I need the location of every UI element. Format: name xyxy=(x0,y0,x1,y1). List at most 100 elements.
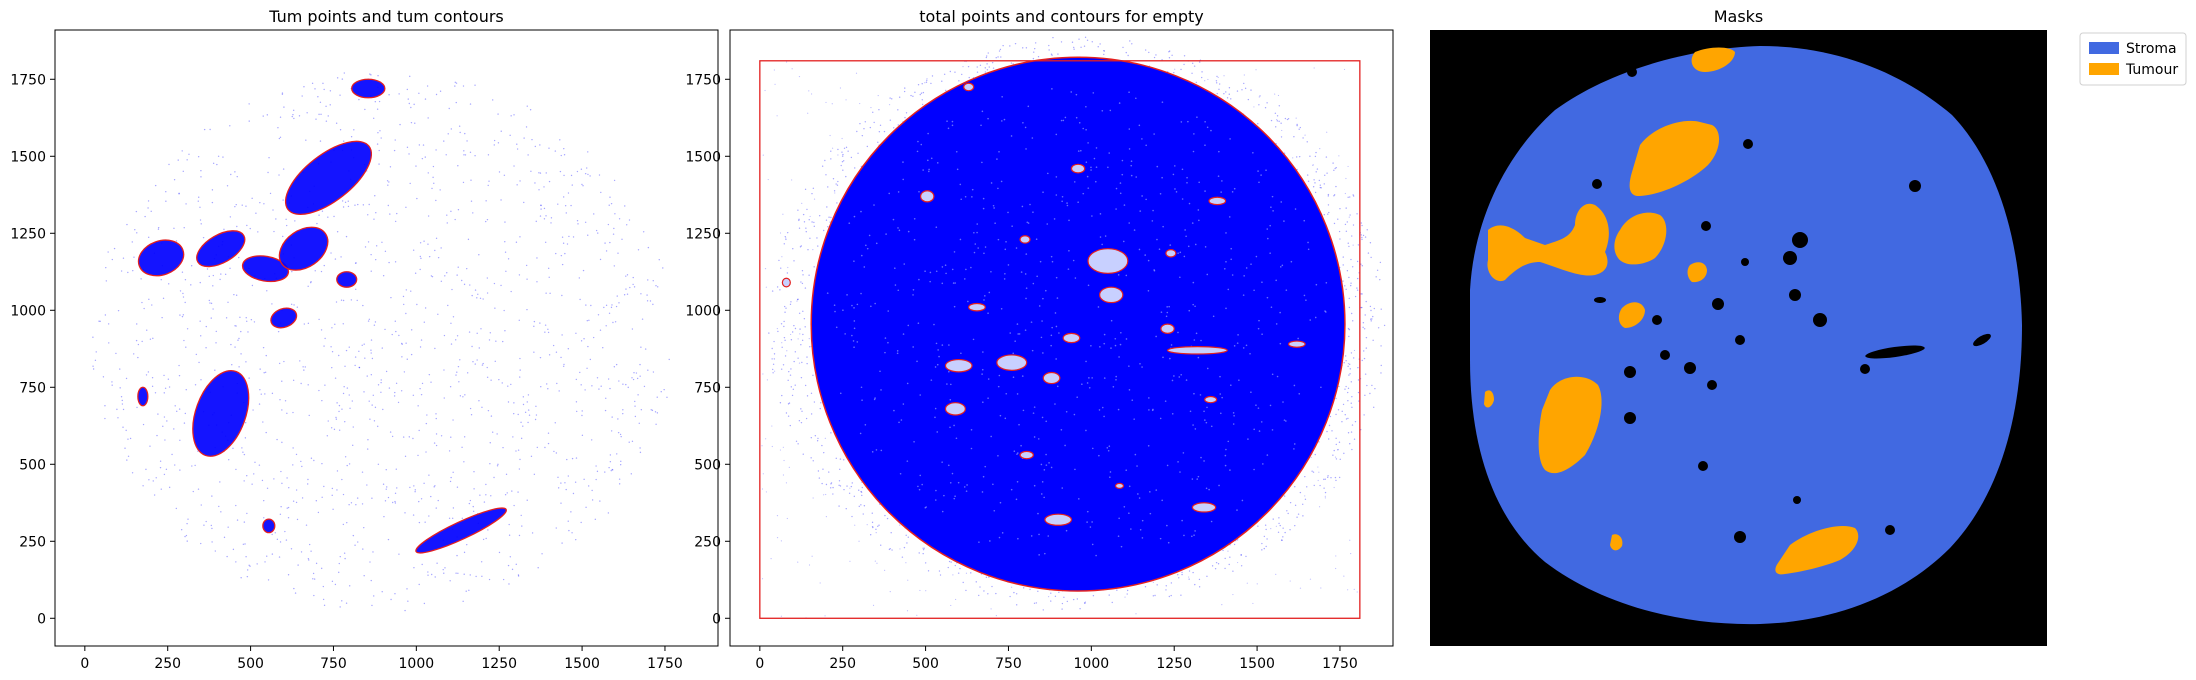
sparse-point xyxy=(1152,581,1154,583)
halo-point xyxy=(1372,339,1374,342)
sparse-point xyxy=(198,196,200,198)
sparse-point xyxy=(266,487,269,490)
texture-point xyxy=(981,110,984,113)
sparse-point xyxy=(1347,165,1349,168)
texture-point xyxy=(957,481,960,484)
halo-point xyxy=(1165,589,1167,591)
sparse-point xyxy=(259,388,261,391)
sparse-point xyxy=(233,293,235,296)
halo-point xyxy=(1347,365,1349,368)
sparse-point xyxy=(609,387,611,390)
halo-point xyxy=(780,368,783,370)
sparse-point xyxy=(323,485,325,488)
texture-point xyxy=(851,304,853,307)
texture-point xyxy=(1119,182,1122,184)
sparse-point xyxy=(765,286,767,288)
sparse-point xyxy=(781,342,783,344)
texture-point xyxy=(992,483,994,486)
texture-point xyxy=(906,382,909,385)
sparse-point xyxy=(246,474,248,477)
halo-point xyxy=(802,333,804,336)
halo-point xyxy=(781,394,783,397)
texture-point xyxy=(826,292,829,294)
sparse-point xyxy=(831,103,833,105)
halo-point xyxy=(1311,470,1313,472)
texture-point xyxy=(852,340,855,342)
halo-point xyxy=(1013,591,1015,594)
sparse-point xyxy=(465,590,467,592)
sparse-point xyxy=(308,414,310,417)
sparse-point xyxy=(764,89,766,92)
texture-point xyxy=(1110,319,1113,322)
legend-swatch-tumour xyxy=(2089,63,2119,75)
sparse-point xyxy=(258,403,261,405)
sparse-point xyxy=(520,514,522,517)
halo-point xyxy=(1327,475,1329,477)
texture-point xyxy=(1206,273,1209,276)
sparse-point xyxy=(385,469,387,471)
sparse-point xyxy=(232,447,234,450)
sparse-point xyxy=(316,222,318,225)
sparse-point xyxy=(408,436,411,438)
halo-point xyxy=(816,237,818,239)
texture-point xyxy=(976,231,978,234)
sparse-point xyxy=(461,446,463,449)
sparse-point xyxy=(454,339,457,341)
texture-point xyxy=(1118,356,1120,358)
bounding-box xyxy=(759,60,1361,619)
texture-point xyxy=(934,366,937,368)
halo-point xyxy=(821,165,824,167)
halo-point xyxy=(1125,51,1127,54)
sparse-point xyxy=(630,473,633,475)
sparse-point xyxy=(248,377,250,379)
sparse-point xyxy=(604,471,606,473)
halo-point xyxy=(924,562,927,564)
halo-point xyxy=(841,151,843,153)
halo-point xyxy=(1347,387,1350,390)
halo-point xyxy=(830,216,832,219)
sparse-point xyxy=(357,203,359,206)
texture-point xyxy=(1194,530,1196,532)
sparse-point xyxy=(496,433,498,435)
sparse-point xyxy=(474,363,476,365)
halo-point xyxy=(799,328,801,330)
halo-point xyxy=(1181,573,1183,576)
sparse-point xyxy=(162,297,165,300)
sparse-point xyxy=(342,523,345,526)
texture-point xyxy=(1225,232,1227,234)
sparse-point xyxy=(370,374,373,376)
sparse-point xyxy=(555,351,558,353)
sparse-point xyxy=(226,555,228,558)
empty-contour xyxy=(920,190,935,203)
sparse-point xyxy=(1256,583,1258,585)
halo-point xyxy=(1370,256,1372,259)
sparse-point xyxy=(131,472,134,474)
sparse-point xyxy=(1223,75,1225,77)
sparse-point xyxy=(498,378,500,381)
sparse-point xyxy=(356,497,359,499)
sparse-point xyxy=(225,317,228,319)
halo-point xyxy=(978,594,980,597)
sparse-point xyxy=(614,321,617,323)
sparse-point xyxy=(525,126,528,128)
sparse-point xyxy=(600,191,602,194)
sparse-point xyxy=(331,487,334,490)
texture-point xyxy=(1030,535,1033,537)
sparse-point xyxy=(339,555,341,558)
sparse-point xyxy=(801,202,803,204)
texture-point xyxy=(1266,296,1269,299)
sparse-point xyxy=(544,331,546,333)
empty-contour xyxy=(1087,248,1129,274)
halo-point xyxy=(821,482,823,485)
sparse-point xyxy=(428,474,430,476)
halo-point xyxy=(1370,309,1372,312)
texture-point xyxy=(1055,194,1058,196)
texture-point xyxy=(1001,96,1003,98)
halo-point xyxy=(848,492,851,494)
x-tick-label: 250 xyxy=(154,656,181,672)
tissue-points-region xyxy=(811,57,1345,591)
halo-point xyxy=(925,81,928,83)
sparse-point xyxy=(1174,68,1176,70)
sparse-point xyxy=(489,442,491,444)
sparse-point xyxy=(340,299,343,301)
